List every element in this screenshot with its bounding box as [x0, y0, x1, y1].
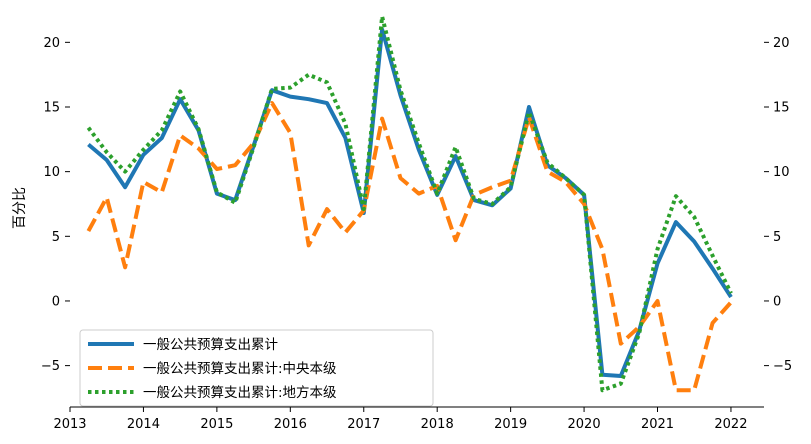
x-tick-label: 2020 [568, 417, 601, 432]
y-tick-label-left: 5 [52, 230, 60, 245]
legend-label-1: 一般公共预算支出累计 [143, 337, 278, 353]
legend-frame [79, 329, 434, 407]
legend-label-2: 一般公共预算支出累计:中央本级 [143, 361, 337, 377]
y-tick-label-left: 0 [52, 294, 60, 309]
axes: 2013 2014 2015 2016 2017 2018 2019 2020 2021 2022… [41, 36, 792, 432]
series-lines [86, 14, 733, 393]
legend-label-3: 一般公共预算支出累计:地方本级 [143, 385, 337, 401]
y-axis-title: 百分比 [12, 187, 28, 229]
x-tick-label: 2022 [714, 417, 747, 432]
y-tick-label-left: 15 [43, 100, 60, 115]
y-tick-label-right: 5 [773, 230, 781, 245]
y-tick-label-left: 10 [43, 165, 60, 180]
x-tick-label: 2013 [53, 417, 86, 432]
y-tick-label-right: 10 [773, 165, 790, 180]
series-line-1 [87, 27, 733, 378]
y-tick-label-left: 20 [43, 36, 60, 51]
y-tick-label-right: 15 [773, 100, 790, 115]
x-tick-label: 2014 [127, 417, 160, 432]
x-tick-label: 2019 [494, 417, 527, 432]
x-tick-label: 2016 [274, 417, 307, 432]
series-line-3 [86, 14, 733, 393]
x-tick-label: 2015 [200, 417, 233, 432]
y-tick-label-right: 20 [773, 36, 790, 51]
x-tick-label: 2017 [347, 417, 380, 432]
y-tick-label-right: 0 [773, 294, 781, 309]
y-tick-label-right: −5 [773, 359, 792, 374]
x-tick-label: 2018 [421, 417, 454, 432]
y-tick-label-left: −5 [41, 359, 60, 374]
x-tick-label: 2021 [641, 417, 674, 432]
